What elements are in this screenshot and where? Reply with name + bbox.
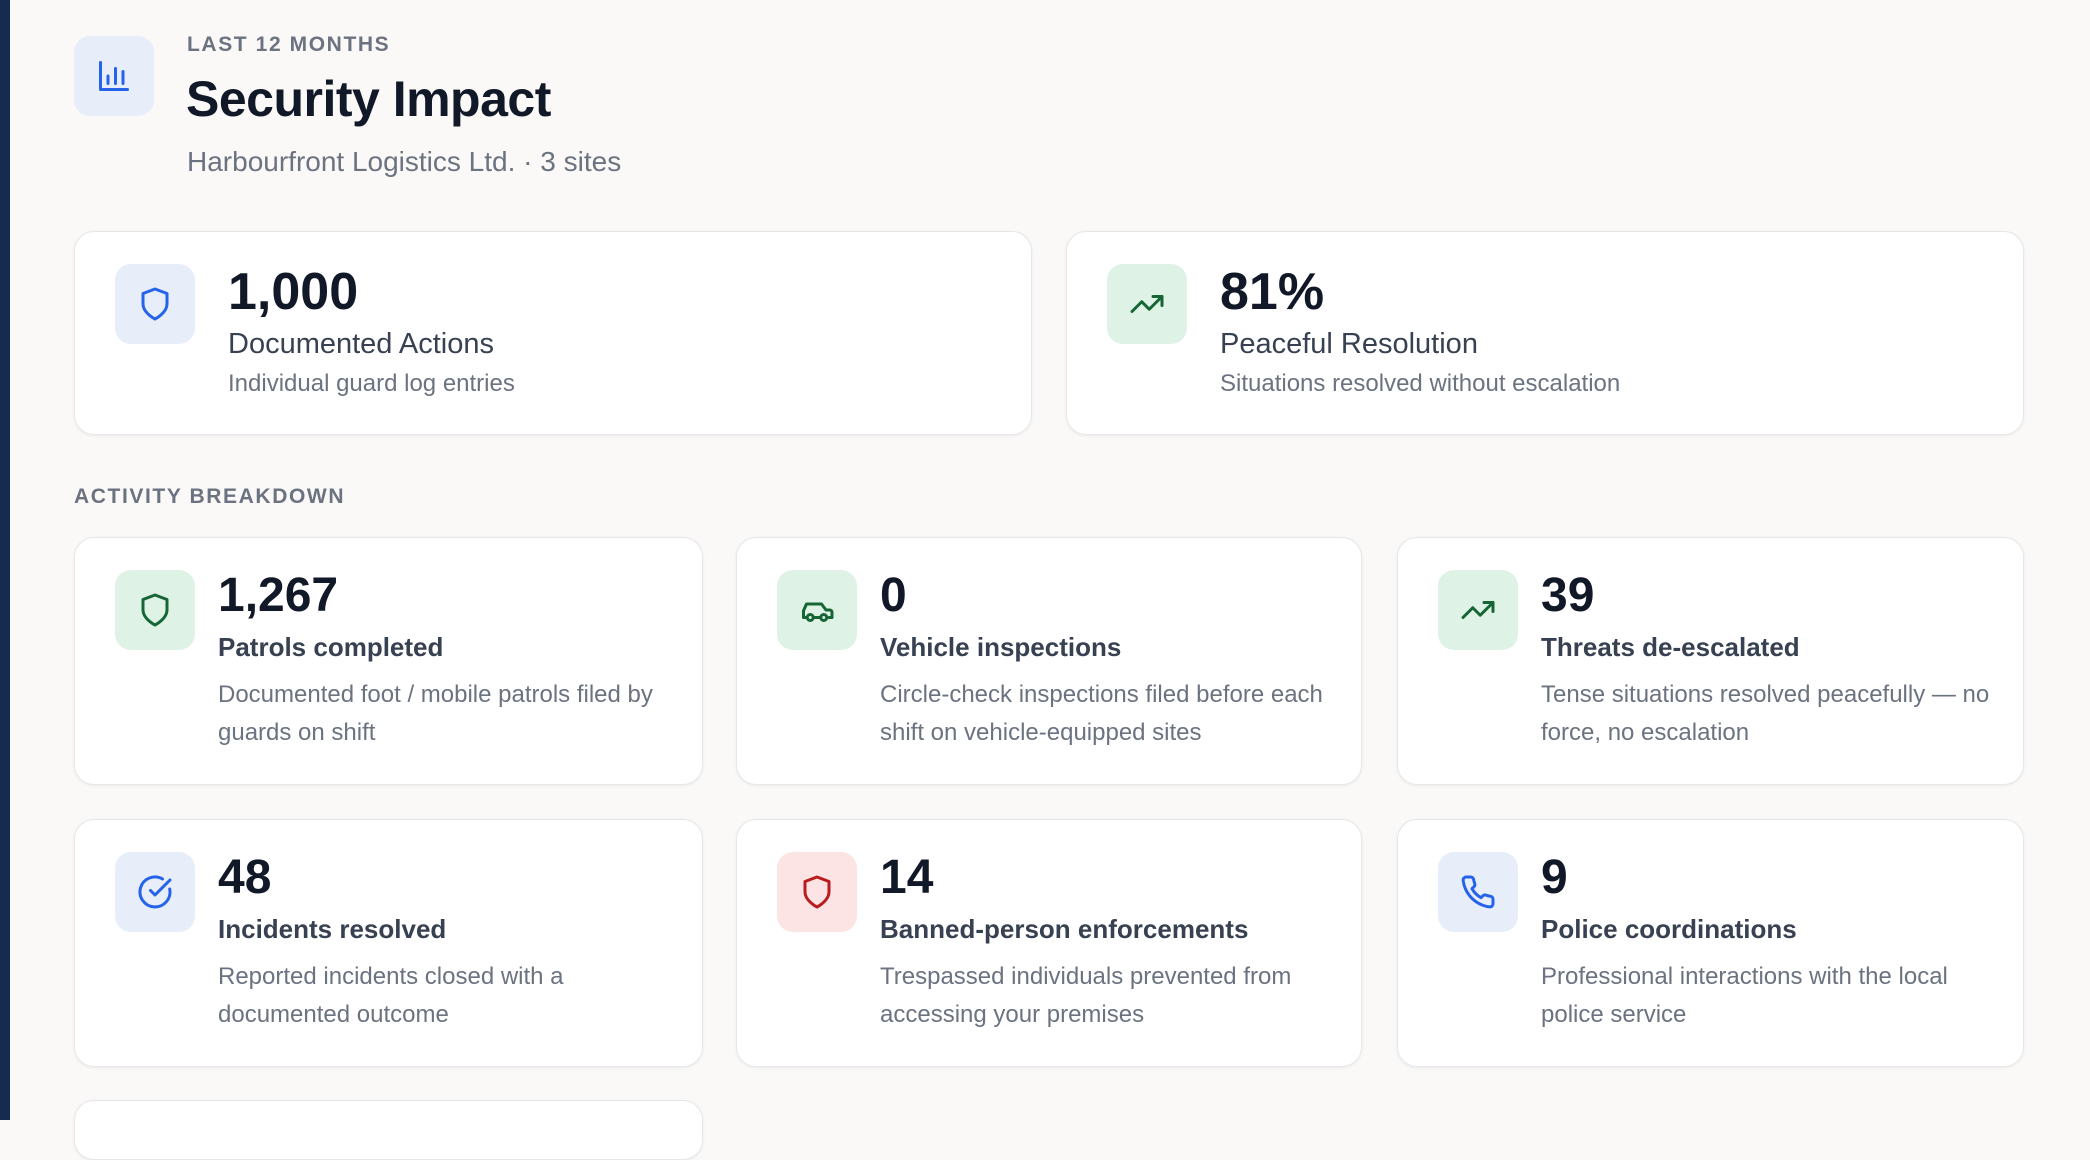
trending-up-icon (1107, 264, 1187, 344)
summary-description: Situations resolved without escalation (1220, 370, 1621, 397)
stat-card-patrols: 1,267 Patrols completed Documented foot … (74, 537, 703, 785)
stat-card-partial (74, 1100, 703, 1160)
phone-icon (1438, 852, 1518, 932)
car-icon (777, 570, 857, 650)
page-title: Security Impact (186, 71, 551, 127)
stat-card-threats-de-escalated: 39 Threats de-escalated Tense situations… (1397, 537, 2024, 785)
stat-value: 14 (880, 851, 934, 904)
security-impact-page: LAST 12 MONTHS Security Impact Harbourfr… (10, 0, 2090, 1160)
stat-title: Threats de-escalated (1541, 632, 1800, 662)
summary-card-peaceful-resolution: 81% Peaceful Resolution Situations resol… (1066, 231, 2024, 435)
stat-description: Documented foot / mobile patrols filed b… (218, 681, 653, 746)
stat-title: Patrols completed (218, 632, 444, 662)
summary-label: Documented Actions (228, 328, 494, 360)
bar-chart-icon (74, 36, 154, 116)
stat-card-police-coordinations: 9 Police coordinations Professional inte… (1397, 819, 2024, 1067)
stat-card-banned-person-enforcements: 14 Banned-person enforcements Trespassed… (736, 819, 1362, 1067)
stat-description: Professional interactions with the local… (1541, 963, 1948, 1028)
window-left-edge (0, 0, 10, 1120)
stat-description: Circle-check inspections filed before ea… (880, 681, 1323, 746)
stat-value: 0 (880, 569, 907, 622)
page-subtitle: Harbourfront Logistics Ltd. · 3 sites (187, 146, 622, 177)
stat-value: 39 (1541, 569, 1595, 622)
stat-card-vehicle-inspections: 0 Vehicle inspections Circle-check inspe… (736, 537, 1362, 785)
stat-description: Trespassed individuals prevented from ac… (880, 963, 1292, 1028)
stat-title: Banned-person enforcements (880, 914, 1249, 944)
stat-description: Tense situations resolved peacefully — n… (1541, 681, 1990, 746)
stat-value: 1,267 (218, 569, 339, 622)
period-label: LAST 12 MONTHS (187, 33, 391, 56)
summary-label: Peaceful Resolution (1220, 328, 1478, 360)
trending-up-icon (1438, 570, 1518, 650)
shield-icon (115, 570, 195, 650)
stat-value: 48 (218, 851, 272, 904)
check-circle-icon (115, 852, 195, 932)
summary-value: 81% (1220, 263, 1325, 321)
summary-description: Individual guard log entries (228, 370, 515, 397)
stat-title: Incidents resolved (218, 914, 447, 944)
shield-icon (115, 264, 195, 344)
shield-icon (777, 852, 857, 932)
summary-value: 1,000 (228, 263, 359, 321)
stat-description: Reported incidents closed with a documen… (218, 963, 564, 1028)
stat-card-incidents-resolved: 48 Incidents resolved Reported incidents… (74, 819, 703, 1067)
stat-title: Vehicle inspections (880, 632, 1122, 662)
section-label-activity-breakdown: ACTIVITY BREAKDOWN (74, 485, 346, 508)
stat-value: 9 (1541, 851, 1568, 904)
stat-title: Police coordinations (1541, 914, 1797, 944)
summary-card-documented-actions: 1,000 Documented Actions Individual guar… (74, 231, 1032, 435)
